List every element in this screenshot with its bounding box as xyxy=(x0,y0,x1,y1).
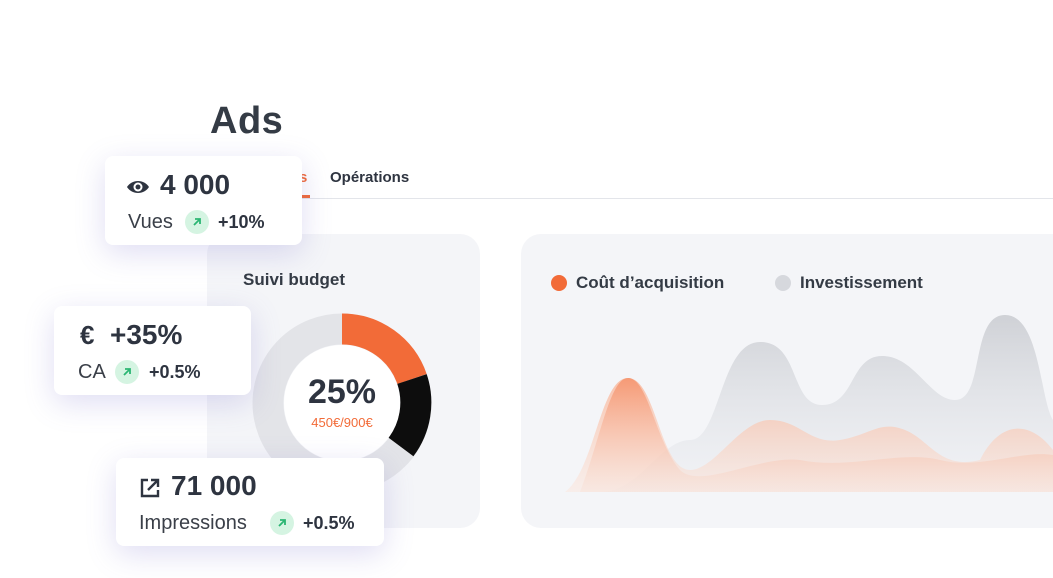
stat-change: +0.5% xyxy=(149,362,201,382)
trend-icon xyxy=(185,210,209,234)
stat-label: Vues xyxy=(128,211,173,233)
page-title: Ads xyxy=(210,100,284,142)
budget-title: Suivi budget xyxy=(243,270,345,289)
budget-amount: 450€/900€ xyxy=(311,415,373,430)
stat-card xyxy=(116,458,384,546)
trend-icon xyxy=(270,511,294,535)
legend-label: Coût d’acquisition xyxy=(576,273,725,292)
tab[interactable]: s xyxy=(299,169,308,186)
trend-icon xyxy=(115,360,139,384)
donut-segment xyxy=(388,374,432,457)
stat-value: +35% xyxy=(110,319,183,350)
stat-label: CA xyxy=(78,361,106,383)
legend-label: Investissement xyxy=(800,273,923,292)
area-shape xyxy=(600,315,1053,492)
donut-segment xyxy=(341,313,427,385)
stat-card xyxy=(54,306,251,395)
tab-divider xyxy=(205,198,1053,199)
stat-value: 71 000 xyxy=(171,470,257,501)
legend-dot xyxy=(775,275,791,291)
area-shape xyxy=(580,378,1053,492)
eye-icon xyxy=(127,181,149,193)
stat-label: Impressions xyxy=(139,512,247,534)
legend-dot xyxy=(551,275,567,291)
tab-indicator xyxy=(298,195,310,198)
tab[interactable]: Opérations xyxy=(330,169,410,186)
stat-change: +0.5% xyxy=(303,513,355,533)
link-icon xyxy=(140,478,160,498)
stat-value: 4 000 xyxy=(160,169,231,200)
stat-change: +10% xyxy=(218,212,265,232)
donut-center xyxy=(284,345,400,461)
stat-prefix: € xyxy=(80,320,95,350)
budget-percent: 25% xyxy=(307,373,377,411)
